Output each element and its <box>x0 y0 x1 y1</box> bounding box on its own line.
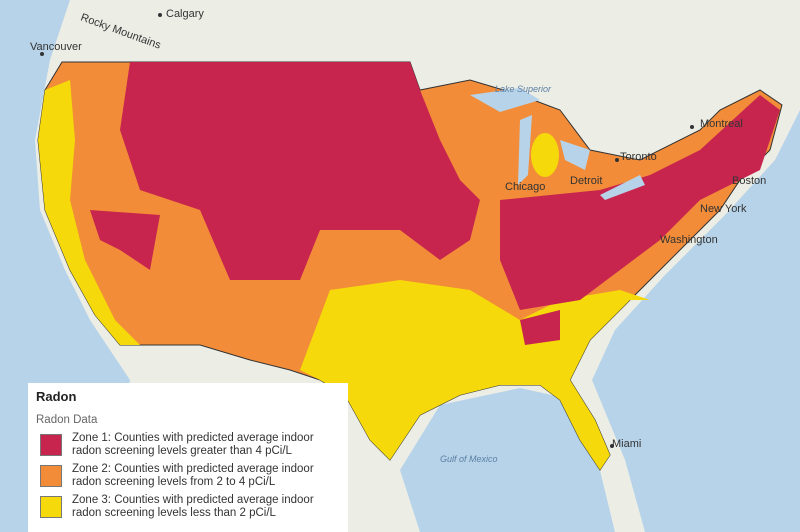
place-label: Boston <box>732 175 766 187</box>
legend-rows: Zone 1: Counties with predicted average … <box>36 432 340 520</box>
place-label: Calgary <box>166 8 204 20</box>
place-label: Miami <box>612 438 641 450</box>
legend-label: Zone 1: Counties with predicted average … <box>72 432 314 457</box>
legend-swatch <box>40 496 62 518</box>
lake <box>600 175 645 200</box>
legend-label: Zone 2: Counties with predicted average … <box>72 463 314 488</box>
city-dot <box>690 125 694 129</box>
zone-3-region <box>300 280 650 470</box>
legend-label: Zone 3: Counties with predicted average … <box>72 494 314 519</box>
zone-1-region <box>90 210 160 270</box>
city-dot <box>158 13 162 17</box>
place-label: Toronto <box>620 151 657 163</box>
legend-swatch <box>40 465 62 487</box>
legend-item: Zone 3: Counties with predicted average … <box>36 494 340 520</box>
zone-1-region <box>520 310 560 345</box>
place-label: Detroit <box>570 175 602 187</box>
place-label: Washington <box>660 234 718 246</box>
legend-title: Radon <box>36 389 77 404</box>
lake <box>470 88 540 112</box>
zone-1-region <box>500 95 780 310</box>
city-dot <box>610 444 614 448</box>
legend: Radon Radon Data Zone 1: Counties with p… <box>28 383 348 532</box>
zone-1-region <box>120 62 480 280</box>
place-label: Montreal <box>700 118 743 130</box>
place-label: New York <box>700 203 747 215</box>
atlantic-ocean <box>592 110 800 532</box>
legend-item: Zone 1: Counties with predicted average … <box>36 432 340 458</box>
place-label: Vancouver <box>30 41 82 53</box>
legend-subtitle: Radon Data <box>36 414 98 426</box>
water-label: Gulf of Mexico <box>440 454 498 464</box>
lake <box>560 140 590 170</box>
gulf-water <box>400 388 615 532</box>
legend-swatch <box>40 434 62 456</box>
water-label: Lake Superior <box>495 84 552 94</box>
place-label: Chicago <box>505 181 545 193</box>
city-dot <box>40 52 44 56</box>
legend-item: Zone 2: Counties with predicted average … <box>36 463 340 489</box>
lake <box>518 115 532 185</box>
city-dot <box>615 158 619 162</box>
zone-3-region <box>38 80 140 345</box>
zone-3-region <box>531 133 559 177</box>
